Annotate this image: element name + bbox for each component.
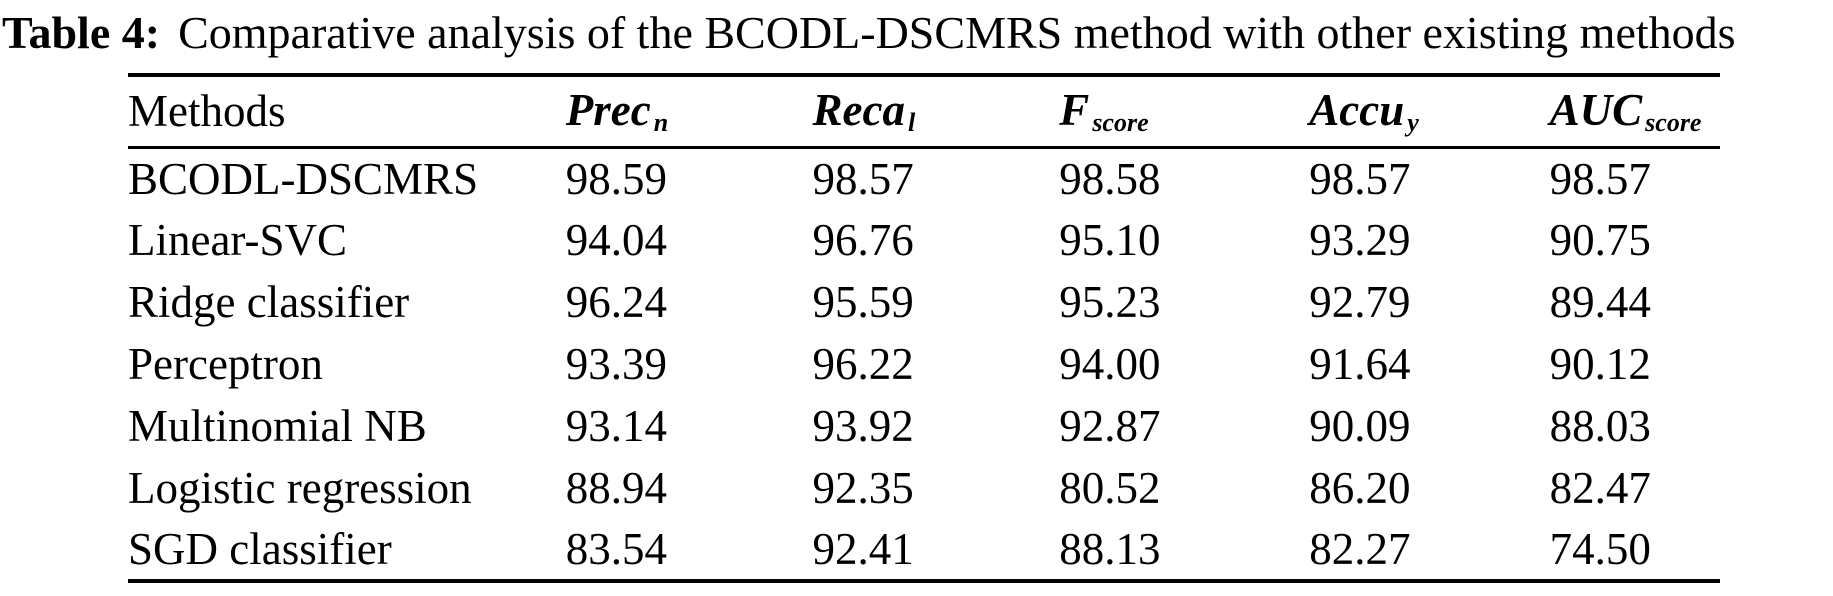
recall-cell: 96.22: [812, 339, 914, 389]
column-header-subscript: score: [1092, 108, 1149, 138]
precision-cell: 93.14: [565, 401, 668, 451]
column-header-label: Prec: [565, 85, 651, 136]
precision-cell: 93.39: [565, 339, 668, 389]
column-header-label: Reca: [812, 85, 906, 136]
precision-cell: 83.54: [565, 524, 668, 574]
method-name-cell: Linear-SVC: [128, 215, 348, 265]
table-row-perceptron: Perceptron 93.39 96.22 94.00 91.64 90.12: [128, 333, 1720, 395]
recall-cell: 92.41: [812, 524, 914, 574]
method-name-cell: Logistic regression: [128, 463, 472, 513]
recall-cell: 92.35: [812, 463, 914, 513]
table-row-sgd-classifier: SGD classifier 83.54 92.41 88.13 82.27 7…: [128, 519, 1720, 581]
fscore-cell: 95.23: [1059, 277, 1161, 327]
column-header-subscript: l: [908, 108, 916, 138]
table-row-multinomial-nb: Multinomial NB 93.14 93.92 92.87 90.09 8…: [128, 395, 1720, 457]
table-row-ridge-classifier: Ridge classifier 96.24 95.59 95.23 92.79…: [128, 271, 1720, 333]
column-header-label: Accu: [1309, 85, 1405, 136]
recall-cell: 96.76: [812, 215, 914, 265]
accuracy-cell: 92.79: [1309, 277, 1411, 327]
table-caption-text: Comparative analysis of the BCODL-DSCMRS…: [178, 7, 1736, 58]
fscore-cell: 80.52: [1059, 463, 1161, 513]
column-header-label: Methods: [128, 86, 286, 137]
method-name-cell: Multinomial NB: [128, 401, 427, 451]
recall-cell: 98.57: [812, 153, 914, 204]
fscore-cell: 88.13: [1059, 524, 1161, 574]
column-header-label: F: [1059, 85, 1090, 136]
auc-cell: 90.12: [1549, 339, 1651, 389]
column-header-accuracy: Accu y: [1309, 75, 1549, 147]
fscore-cell: 95.10: [1059, 215, 1161, 265]
auc-cell: 82.47: [1549, 463, 1651, 513]
column-header-recall: Reca l: [813, 75, 1060, 147]
method-name-cell: Ridge classifier: [128, 277, 410, 327]
precision-cell: 88.94: [565, 463, 668, 513]
method-name-cell: Perceptron: [128, 339, 323, 389]
precision-cell: 98.59: [565, 153, 668, 204]
accuracy-cell: 90.09: [1309, 401, 1411, 451]
accuracy-cell: 98.57: [1309, 153, 1411, 204]
accuracy-cell: 86.20: [1309, 463, 1411, 513]
recall-cell: 93.92: [812, 401, 914, 451]
precision-cell: 94.04: [565, 215, 668, 265]
auc-cell: 74.50: [1549, 524, 1651, 574]
fscore-cell: 98.58: [1059, 153, 1161, 204]
table-caption-label: Table 4:: [2, 7, 161, 58]
column-header-label: AUC: [1549, 85, 1643, 136]
auc-cell: 90.75: [1549, 215, 1651, 265]
auc-cell: 98.57: [1549, 153, 1651, 204]
auc-cell: 88.03: [1549, 401, 1651, 451]
table-row-bcodl-dscmrs: BCODL-DSCMRS 98.59 98.57 98.58 98.57 98.…: [128, 147, 1720, 209]
accuracy-cell: 93.29: [1309, 215, 1411, 265]
column-header-precision: Prec n: [566, 75, 813, 147]
column-header-subscript: n: [653, 108, 669, 138]
recall-cell: 95.59: [812, 277, 914, 327]
column-header-methods: Methods: [128, 75, 566, 147]
fscore-cell: 92.87: [1059, 401, 1161, 451]
table-row-logistic-regression: Logistic regression 88.94 92.35 80.52 86…: [128, 457, 1720, 519]
column-header-auc: AUC score: [1550, 75, 1720, 147]
accuracy-cell: 82.27: [1309, 524, 1411, 574]
accuracy-cell: 91.64: [1309, 339, 1411, 389]
auc-cell: 89.44: [1549, 277, 1651, 327]
precision-cell: 96.24: [565, 277, 668, 327]
column-header-subscript: y: [1407, 108, 1419, 138]
method-name-cell: BCODL-DSCMRS: [128, 153, 479, 204]
table-row-linear-svc: Linear-SVC 94.04 96.76 95.10 93.29 90.75: [128, 209, 1720, 271]
fscore-cell: 94.00: [1059, 339, 1161, 389]
column-header-subscript: score: [1645, 108, 1702, 138]
table-caption: Table 4: Comparative analysis of the BCOD…: [0, 5, 1833, 61]
method-name-cell: SGD classifier: [128, 524, 392, 574]
